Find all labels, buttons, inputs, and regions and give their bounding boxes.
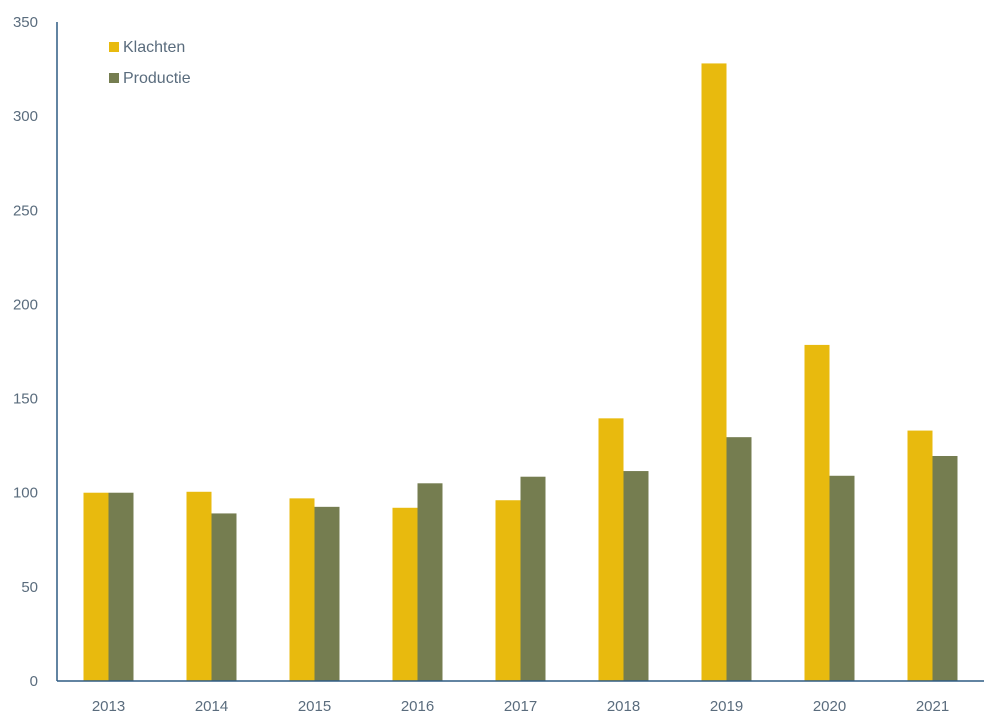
x-tick-label: 2017: [504, 698, 537, 713]
y-tick-label: 150: [13, 391, 38, 408]
y-tick-label: 200: [13, 296, 38, 313]
bar-klachten-2014: [186, 491, 212, 681]
y-tick-label: 0: [30, 673, 38, 690]
bar-productie-2016: [417, 483, 443, 681]
legend: Klachten Productie: [109, 39, 191, 87]
x-tick-label: 2019: [710, 698, 743, 713]
bar-klachten-2020: [804, 344, 830, 681]
bars: [83, 63, 958, 682]
x-tick-label: 2021: [916, 698, 949, 713]
legend-swatch-klachten: [109, 42, 119, 52]
legend-swatch-productie: [109, 73, 119, 83]
bar-productie-2020: [829, 475, 855, 681]
legend-label-productie: Productie: [123, 70, 191, 87]
bar-productie-2021: [932, 455, 958, 681]
x-tick-label: 2020: [813, 698, 846, 713]
x-tick-label: 2013: [92, 698, 125, 713]
y-tick-label: 250: [13, 202, 38, 219]
x-axis-ticks: 2013 2014 2015 2016 2017 2018 2019 2020 2021: [92, 698, 949, 715]
bar-klachten-2021: [907, 430, 933, 681]
bar-klachten-2016: [392, 507, 418, 681]
bar-klachten-2017: [495, 500, 521, 681]
bar-productie-2014: [211, 513, 237, 681]
bar-klachten-2015: [289, 498, 315, 681]
bar-klachten-2013: [83, 492, 109, 681]
x-tick-label: 2015: [298, 698, 331, 713]
bar-klachten-2018: [598, 418, 624, 681]
bar-productie-2013: [108, 492, 134, 681]
bar-klachten-2019: [701, 63, 727, 682]
x-tick-label: 2016: [401, 698, 434, 713]
legend-label-klachten: Klachten: [123, 39, 185, 56]
y-tick-label: 50: [21, 579, 38, 596]
bar-productie-2017: [520, 476, 546, 681]
bar-productie-2018: [623, 471, 649, 681]
x-tick-label: 2018: [607, 698, 640, 713]
y-tick-label: 100: [13, 485, 38, 502]
y-tick-label: 350: [13, 14, 38, 31]
bar-productie-2015: [314, 506, 340, 681]
y-tick-label: 300: [13, 108, 38, 125]
bar-productie-2019: [726, 437, 752, 681]
y-axis-ticks: 0 50 100 150 200 250 300 350: [13, 14, 38, 690]
x-tick-label: 2014: [195, 698, 228, 713]
